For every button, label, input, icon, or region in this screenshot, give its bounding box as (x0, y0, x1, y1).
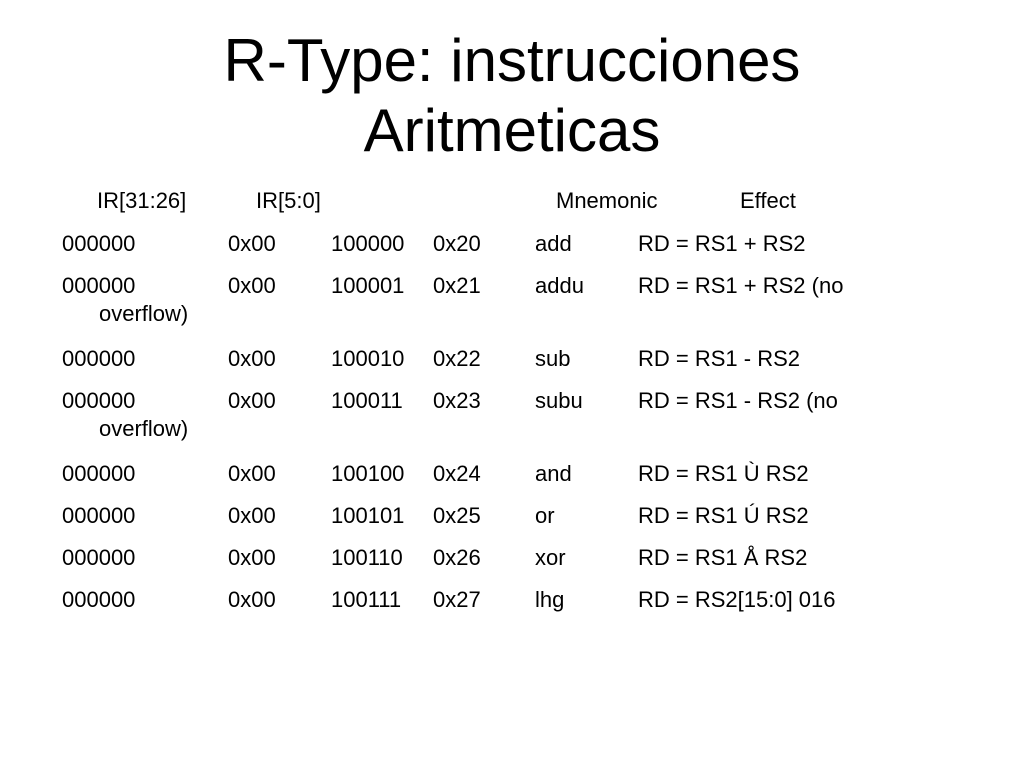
header-mnemonic: Mnemonic (556, 188, 658, 213)
opcode-hex-cell: 0x00 (228, 461, 276, 486)
effect-continuation: overflow) (99, 301, 189, 326)
funct-hex-cell: 0x23 (433, 388, 481, 413)
funct-cell: 100110 (331, 545, 403, 570)
funct-cell: 100001 (331, 273, 405, 298)
funct-cell: 100010 (331, 346, 405, 371)
effect-cell: RD = RS1 - RS2 (no (638, 388, 838, 413)
header-effect: Effect (740, 188, 796, 213)
slide-title-line-2: Aritmeticas (363, 97, 661, 164)
opcode-cell: 000000 (62, 346, 136, 371)
opcode-cell: 000000 (62, 461, 136, 486)
header-ir-5-0: IR[5:0] (256, 188, 321, 213)
funct-hex-cell: 0x20 (433, 231, 481, 256)
mnemonic-cell: addu (535, 273, 584, 298)
opcode-hex-cell: 0x00 (228, 273, 276, 298)
opcode-hex-cell: 0x00 (228, 503, 276, 528)
effect-cell: RD = RS1 - RS2 (638, 346, 800, 371)
mnemonic-cell: lhg (535, 587, 565, 612)
effect-cell: RD = RS1 Ú RS2 (638, 503, 809, 528)
mnemonic-cell: subu (535, 388, 583, 413)
funct-cell: 100100 (331, 461, 405, 486)
funct-cell: 100101 (331, 503, 405, 528)
funct-cell: 100111 (331, 587, 402, 612)
funct-hex-cell: 0x22 (433, 346, 481, 371)
opcode-hex-cell: 0x00 (228, 346, 276, 371)
opcode-hex-cell: 0x00 (228, 545, 276, 570)
funct-hex-cell: 0x24 (433, 461, 481, 486)
effect-cell: RD = RS1 Ù RS2 (638, 461, 809, 486)
mnemonic-cell: add (535, 231, 572, 256)
effect-continuation: overflow) (99, 416, 189, 441)
funct-hex-cell: 0x25 (433, 503, 481, 528)
funct-hex-cell: 0x27 (433, 587, 481, 612)
opcode-hex-cell: 0x00 (228, 231, 276, 256)
mnemonic-cell: and (535, 461, 572, 486)
funct-cell: 100000 (331, 231, 405, 256)
header-ir-31-26: IR[31:26] (97, 188, 187, 213)
opcode-cell: 000000 (62, 587, 136, 612)
funct-cell: 100011 (331, 388, 403, 413)
effect-cell: RD = RS1 + RS2 (no (638, 273, 844, 298)
opcode-cell: 000000 (62, 503, 136, 528)
opcode-cell: 000000 (62, 231, 136, 256)
mnemonic-cell: sub (535, 346, 571, 371)
mnemonic-cell: xor (535, 545, 566, 570)
opcode-hex-cell: 0x00 (228, 587, 276, 612)
effect-cell: RD = RS1 Å RS2 (638, 545, 808, 570)
funct-hex-cell: 0x21 (433, 273, 481, 298)
slide-title: R-Type: instrucciones Aritmeticas (0, 26, 1024, 166)
opcode-hex-cell: 0x00 (228, 388, 276, 413)
mnemonic-cell: or (535, 503, 555, 528)
funct-hex-cell: 0x26 (433, 545, 481, 570)
opcode-cell: 000000 (62, 545, 136, 570)
opcode-cell: 000000 (62, 388, 136, 413)
effect-cell: RD = RS1 + RS2 (638, 231, 806, 256)
slide-title-line-1: R-Type: instrucciones (223, 27, 801, 94)
effect-cell: RD = RS2[15:0] 016 (638, 587, 836, 612)
opcode-cell: 000000 (62, 273, 136, 298)
